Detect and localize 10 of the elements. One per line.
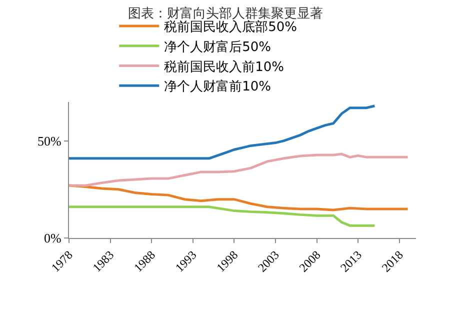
line-series bbox=[69, 104, 376, 160]
legend-label: 税前国民收入底部50% bbox=[164, 20, 298, 36]
line-series bbox=[69, 152, 409, 187]
line-series bbox=[69, 206, 376, 227]
legend-label: 净个人财富前10% bbox=[164, 78, 272, 95]
legend-label: 税前国民收入前10% bbox=[164, 60, 284, 75]
y-tick-label: 50% bbox=[38, 133, 62, 148]
legend-label: 净个人财富后50% bbox=[164, 38, 272, 55]
chart-title: 图表：财富向头部人群集聚更显著 bbox=[128, 5, 323, 22]
y-tick-label: 0% bbox=[44, 230, 62, 246]
